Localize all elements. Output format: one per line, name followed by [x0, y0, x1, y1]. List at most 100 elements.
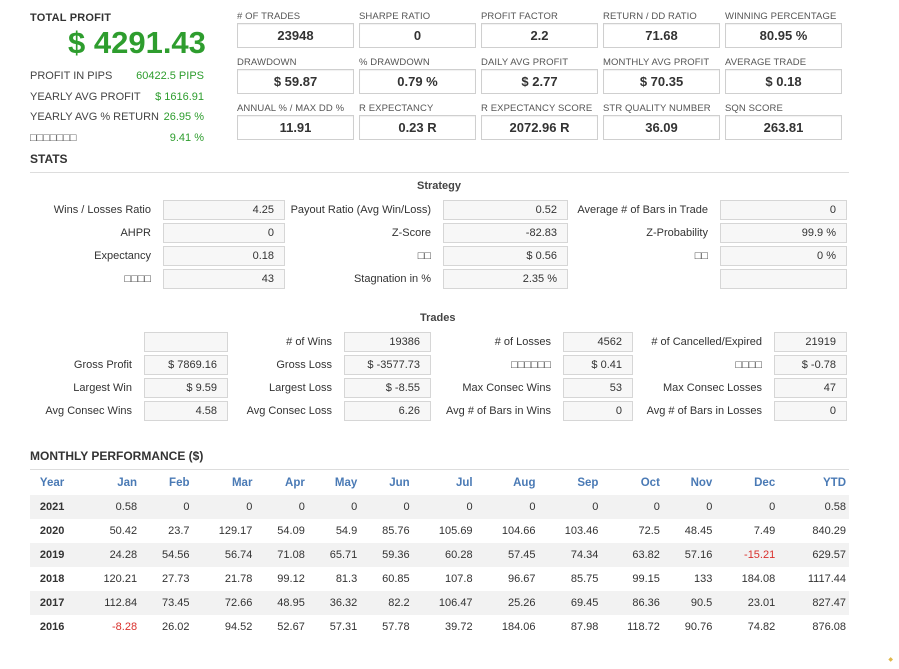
- column-header: Jul: [455, 477, 473, 489]
- value-cell: 74.82: [747, 621, 776, 633]
- metric-drawdown: DRAWDOWN $ 59.87: [237, 57, 354, 94]
- value-cell: 59.36: [360, 543, 413, 567]
- value-cell: 0: [140, 495, 193, 519]
- value-cell: 52.67: [277, 621, 305, 633]
- value-cell: 96.67: [507, 573, 536, 585]
- metric-trades: # OF TRADES 23948: [237, 11, 354, 48]
- value-cell: 73.45: [140, 591, 193, 615]
- summary-value: 26.95 %: [163, 111, 204, 124]
- value-cell: 72.66: [192, 591, 256, 615]
- stat-value: 0.18: [163, 246, 285, 266]
- monthly-performance-table: Year Jan Feb Mar Apr May Jun Jul Aug Sep Oct Nov Dec…: [30, 471, 849, 639]
- value-cell: 184.08: [741, 573, 776, 585]
- stat-label: □□□□: [124, 273, 151, 285]
- stat-label: AHPR: [120, 227, 151, 239]
- value-cell: 54.9: [335, 525, 358, 537]
- metric-label: SHARPE RATIO: [359, 11, 431, 22]
- value-cell: 118.72: [627, 621, 660, 633]
- value-cell: 7.49: [753, 525, 776, 537]
- value-cell: 0.58: [77, 495, 141, 519]
- value-cell: 65.71: [307, 543, 361, 567]
- value-cell: 90.5: [662, 591, 716, 615]
- trade-value: $ 7869.16: [144, 355, 228, 375]
- trade-label: Max Consec Losses: [662, 382, 762, 394]
- value-cell: 184.06: [501, 621, 536, 633]
- value-cell: 629.57: [778, 543, 849, 567]
- column-header: May: [334, 477, 358, 489]
- trade-value: 53: [563, 378, 633, 398]
- value-cell: 0: [475, 495, 539, 519]
- trade-label: Gross Profit: [73, 359, 132, 371]
- value-cell: 129.17: [218, 525, 253, 537]
- metric-value: 11.91: [237, 115, 354, 140]
- table-row: 2017 112.84 73.45 72.66 48.95 36.32 82.2 106.47…: [30, 591, 849, 615]
- metric-label: ANNUAL % / MAX DD %: [237, 103, 345, 114]
- watermark-logo: ◆: [888, 657, 893, 663]
- metric-value: 2072.96 R: [481, 115, 598, 140]
- metric-str-quality-number: STR QUALITY NUMBER 36.09: [603, 103, 720, 140]
- trade-label: Largest Loss: [269, 382, 332, 394]
- year-cell: 2017: [30, 591, 78, 615]
- value-cell: 60.85: [382, 573, 410, 585]
- metric-value: 23948: [237, 23, 354, 48]
- divider: [30, 469, 849, 470]
- column-header: Nov: [690, 477, 713, 489]
- trade-label: □□□□□□: [511, 359, 551, 371]
- trade-label: # of Wins: [286, 336, 332, 348]
- value-cell: 133: [693, 573, 713, 585]
- value-cell: 103.46: [564, 525, 599, 537]
- stat-label: Z-Score: [391, 227, 431, 239]
- metric-percent-drawdown: % DRAWDOWN 0.79 %: [359, 57, 476, 94]
- table-row: 2018 120.21 27.73 21.78 99.12 81.3 60.85 107.8 9…: [30, 567, 849, 591]
- summary-label: YEARLY AVG % RETURN: [30, 111, 159, 124]
- value-cell: 0: [412, 495, 476, 519]
- column-header: YTD: [823, 477, 846, 489]
- summary-label: YEARLY AVG PROFIT: [30, 90, 141, 103]
- value-cell: 63.82: [601, 543, 663, 567]
- metric-profit-factor: PROFIT FACTOR 2.2: [481, 11, 598, 48]
- value-cell: 48.45: [684, 525, 713, 537]
- value-cell: 85.76: [382, 525, 410, 537]
- value-cell: 57.31: [329, 621, 358, 633]
- value-cell: 50.42: [109, 525, 138, 537]
- stat-label: Stagnation in %: [353, 273, 431, 285]
- total-profit-value: $ 4291.43: [68, 25, 206, 60]
- value-cell: 54.09: [277, 525, 305, 537]
- value-cell: 56.74: [192, 543, 256, 567]
- trade-value: [144, 332, 228, 352]
- value-cell: 0: [192, 495, 256, 519]
- metric-label: R EXPECTANCY SCORE: [481, 103, 593, 114]
- metric-monthly-avg-profit: MONTHLY AVG PROFIT $ 70.35: [603, 57, 720, 94]
- trade-label: Gross Loss: [276, 359, 332, 371]
- value-cell: 90.76: [684, 621, 713, 633]
- metric-r-expectancy-score: R EXPECTANCY SCORE 2072.96 R: [481, 103, 598, 140]
- value-cell: 25.26: [475, 591, 539, 615]
- value-cell: 54.56: [140, 543, 193, 567]
- trade-value: $ -8.55: [344, 378, 431, 398]
- metric-value: 0: [359, 23, 476, 48]
- year-cell: 2016: [39, 621, 65, 633]
- value-cell: 27.73: [161, 573, 190, 585]
- metric-label: WINNING PERCENTAGE: [725, 11, 837, 22]
- metric-r-expectancy: R EXPECTANCY 0.23 R: [359, 103, 476, 140]
- metric-value: $ 70.35: [603, 69, 720, 94]
- value-cell: 72.5: [638, 525, 660, 537]
- value-cell: 94.52: [224, 621, 253, 633]
- value-cell: 0: [715, 495, 779, 519]
- value-cell: 57.78: [382, 621, 410, 633]
- value-cell: 36.32: [307, 591, 361, 615]
- table-body: 2021 0.58 0 0 0 0 0 0 0 0 0 0 0 0.58 2020 50.42 23.7 129.…: [30, 495, 849, 639]
- trade-value: $ 9.59: [144, 378, 228, 398]
- year-cell: 2021: [30, 495, 78, 519]
- trade-value: 0: [563, 401, 633, 421]
- metric-label: # OF TRADES: [237, 11, 301, 22]
- value-cell: 81.3: [335, 573, 358, 585]
- metric-value: 2.2: [481, 23, 598, 48]
- value-cell: 85.75: [570, 573, 599, 585]
- stat-value: 0: [163, 223, 285, 243]
- trade-value: 4.58: [144, 401, 228, 421]
- column-header: Sep: [577, 477, 599, 489]
- metric-value: 0.79 %: [359, 69, 476, 94]
- metric-value: $ 0.18: [725, 69, 842, 94]
- divider: [30, 172, 849, 173]
